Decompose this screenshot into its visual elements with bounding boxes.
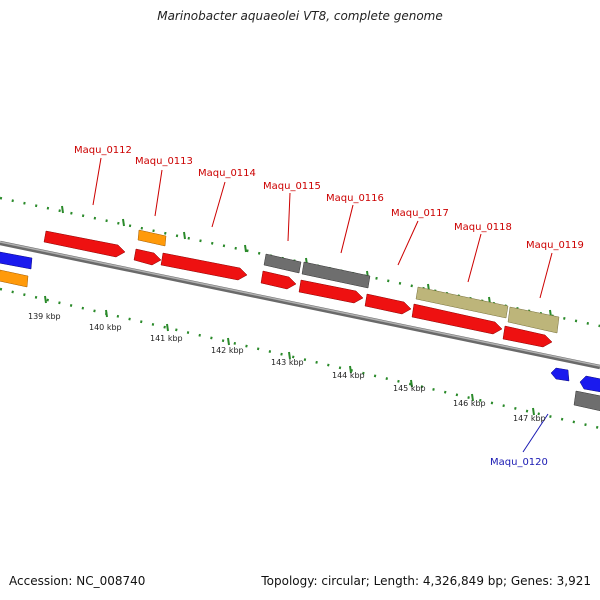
accession-text: Accession: NC_008740 [9, 574, 146, 588]
gene-maqu-0112[interactable] [43, 230, 126, 258]
kbp-label-144: 144 kbp [332, 371, 365, 380]
label-leaders [92, 157, 553, 453]
gene-maqu-0119[interactable] [502, 325, 553, 348]
gene-blue-left[interactable] [0, 251, 33, 270]
gene-blue-right[interactable] [579, 375, 600, 393]
kbp-label-147: 147 kbp [513, 414, 546, 423]
kbp-label-139: 139 kbp [28, 312, 61, 321]
gene-maqu-0118[interactable] [411, 303, 503, 335]
scale-labels: 139 kbp 140 kbp 141 kbp 142 kbp 143 kbp … [28, 312, 546, 423]
gene-maqu-0113[interactable] [133, 248, 162, 266]
gene-maqu-0120[interactable] [550, 367, 570, 382]
gene-label-group: Maqu_0112 Maqu_0113 Maqu_0114 Maqu_0115 … [74, 145, 584, 468]
gene-maqu-0114[interactable] [160, 252, 248, 281]
gene-maqu-0115[interactable] [260, 270, 297, 290]
map-title: Marinobacter aquaeolei VT8, complete gen… [157, 9, 443, 23]
gene-features [0, 229, 600, 412]
kbp-label-141: 141 kbp [150, 334, 183, 343]
genome-backbone [0, 240, 600, 370]
gene-label-maqu-0112[interactable]: Maqu_0112 [74, 145, 132, 156]
gene-khaki-1[interactable] [415, 286, 509, 319]
gene-maqu-0113-orange[interactable] [137, 229, 167, 247]
gene-maqu-0116[interactable] [298, 279, 364, 304]
kbp-label-142: 142 kbp [211, 346, 244, 355]
inner-major-ticks [44, 295, 535, 416]
gene-grey-right[interactable] [573, 390, 600, 412]
gene-khaki-2[interactable] [507, 306, 560, 334]
gene-label-maqu-0120[interactable]: Maqu_0120 [490, 457, 548, 468]
gene-label-maqu-0119[interactable]: Maqu_0119 [526, 240, 584, 251]
gene-label-maqu-0118[interactable]: Maqu_0118 [454, 222, 512, 233]
kbp-label-146: 146 kbp [453, 399, 486, 408]
kbp-label-140: 140 kbp [89, 323, 122, 332]
gene-maqu-0117[interactable] [364, 293, 412, 315]
gene-label-maqu-0116[interactable]: Maqu_0116 [326, 193, 384, 204]
gene-label-maqu-0117[interactable]: Maqu_0117 [391, 208, 449, 219]
gene-grey-2[interactable] [301, 261, 371, 289]
gene-orange-left[interactable] [0, 269, 29, 288]
kbp-label-145: 145 kbp [393, 384, 426, 393]
gene-grey-1[interactable] [263, 253, 302, 274]
gene-label-maqu-0115[interactable]: Maqu_0115 [263, 181, 321, 192]
gene-label-maqu-0114[interactable]: Maqu_0114 [198, 168, 256, 179]
kbp-label-143: 143 kbp [271, 358, 304, 367]
topology-summary: Topology: circular; Length: 4,326,849 bp… [261, 574, 591, 588]
gene-label-maqu-0113[interactable]: Maqu_0113 [135, 156, 193, 167]
